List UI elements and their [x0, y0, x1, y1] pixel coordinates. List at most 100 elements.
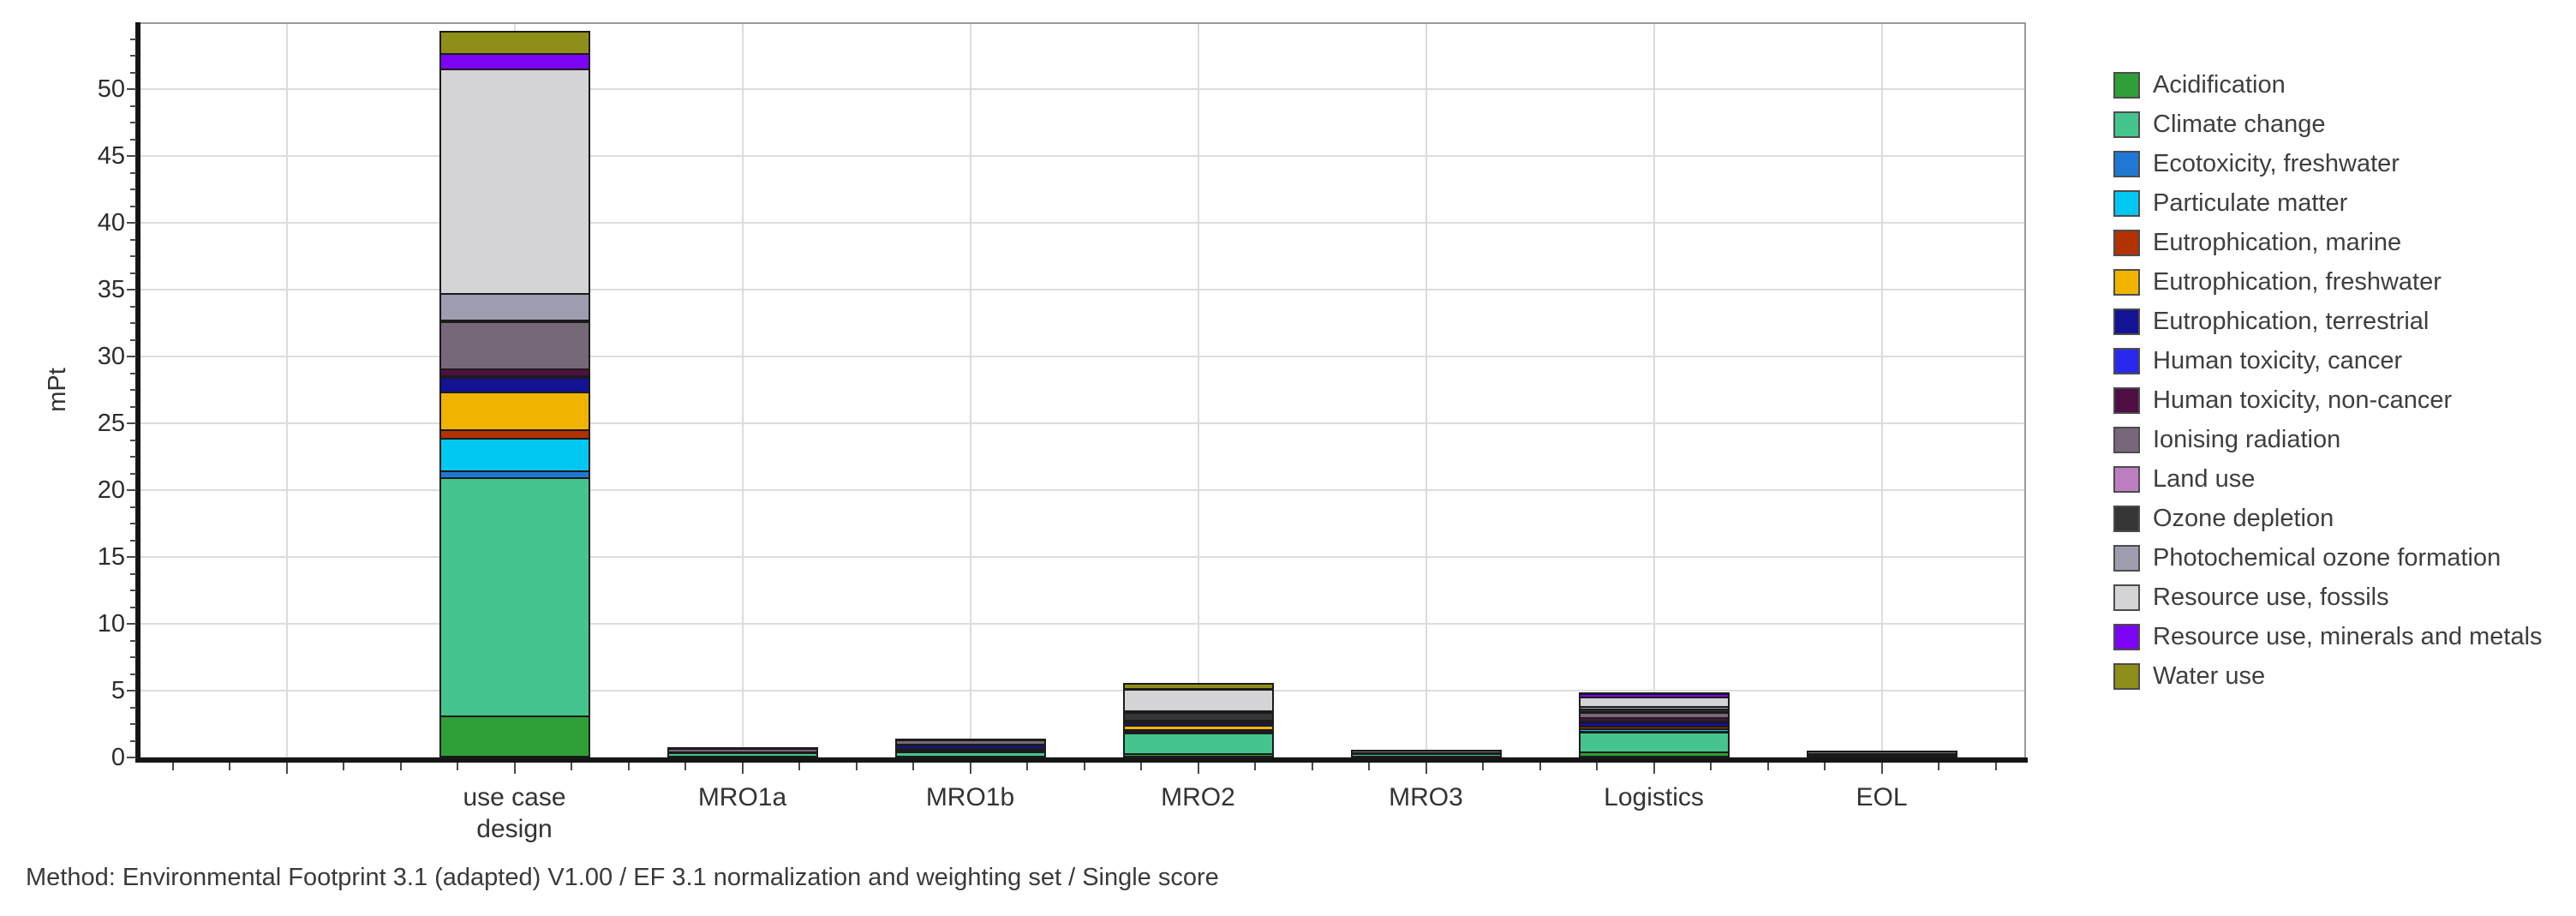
y-minor-tick	[130, 439, 136, 441]
y-major-tick	[127, 155, 136, 157]
x-gridline	[1880, 22, 1883, 757]
bar-segment	[439, 69, 590, 294]
bar-segment	[1122, 684, 1274, 690]
bar-segment-border	[666, 751, 818, 754]
legend-item: Land use	[2113, 465, 2543, 493]
y-major-tick	[127, 690, 136, 691]
legend-swatch	[2113, 663, 2140, 690]
y-major-tick	[127, 623, 136, 625]
y-major-tick	[127, 88, 136, 90]
y-tick-label: 5	[111, 677, 125, 704]
x-minor-tick	[1596, 763, 1598, 770]
x-category-label: MRO2	[1161, 783, 1235, 811]
x-gridline	[1425, 22, 1427, 757]
legend-label: Human toxicity, cancer	[2153, 347, 2403, 374]
bar-bottom-border	[1578, 756, 1730, 757]
legend-swatch	[2113, 190, 2140, 217]
legend-swatch	[2113, 269, 2140, 296]
y-gridline	[140, 155, 2026, 157]
bar-segment-border	[439, 368, 590, 370]
bar-segment-border	[439, 428, 590, 431]
x-category-label: MRO1b	[925, 783, 1015, 811]
bar-segment-border	[894, 751, 1046, 753]
bar-segment	[1806, 751, 1957, 755]
y-gridline	[140, 489, 2026, 491]
y-minor-tick	[130, 723, 136, 725]
bar-segment-border	[1122, 719, 1274, 721]
legend-swatch	[2113, 545, 2140, 572]
bar-segment	[1122, 730, 1274, 733]
bar-segment-border	[439, 715, 590, 717]
x-category-label: use case design	[463, 783, 566, 843]
bar-segment-border	[1122, 710, 1274, 713]
y-gridline	[140, 356, 2026, 357]
y-minor-tick	[130, 739, 136, 742]
bar-segment	[894, 751, 1046, 757]
bar-segment-border	[439, 320, 590, 323]
bar-segment-border	[1806, 753, 1957, 756]
y-gridline	[140, 222, 2026, 224]
bar-segment-border	[1578, 751, 1730, 753]
y-minor-tick	[130, 706, 136, 709]
y-gridline	[140, 556, 2026, 558]
legend: Acidification Climate change Ecotoxicity, …	[2113, 71, 2543, 703]
bar-segment-border	[1122, 683, 1274, 686]
bar-segment	[1122, 723, 1274, 727]
legend-label: Resource use, minerals and metals	[2153, 623, 2543, 650]
bar-segment-border	[894, 747, 1046, 750]
x-minor-tick	[1482, 763, 1484, 770]
x-minor-tick	[171, 763, 174, 770]
bar-segment	[439, 293, 590, 320]
y-tick-label: 40	[97, 209, 125, 236]
bar-segment-border	[1578, 696, 1730, 698]
y-tick-label: 10	[97, 610, 125, 638]
bar-segment	[1122, 726, 1274, 731]
x-minor-tick	[798, 763, 800, 770]
bar-segment-border	[1578, 730, 1730, 733]
legend-swatch	[2113, 584, 2140, 611]
x-minor-tick	[1311, 763, 1313, 770]
x-minor-tick	[1539, 763, 1541, 770]
y-major-tick	[127, 489, 136, 491]
legend-label: Eutrophication, freshwater	[2153, 268, 2442, 296]
bar-segment-border	[1578, 732, 1730, 734]
bar-segment	[1350, 751, 1502, 754]
bar-segment-border	[1122, 725, 1274, 727]
legend-item: Eutrophication, freshwater	[2113, 268, 2543, 296]
x-gridline	[1197, 22, 1199, 757]
y-major-tick	[127, 289, 136, 290]
bar-bottom-border	[1350, 756, 1502, 757]
x-minor-tick	[1994, 763, 1997, 770]
y-tick-label: 20	[97, 476, 125, 504]
x-axis-line	[135, 757, 2028, 763]
x-minor-tick	[1140, 763, 1142, 770]
bar-segment-border	[1578, 711, 1730, 714]
bar-right-border	[1271, 683, 1274, 757]
plot-border-right	[2024, 22, 2026, 757]
x-minor-tick	[1710, 763, 1712, 770]
bar-segment	[1578, 693, 1730, 697]
y-minor-tick	[130, 405, 136, 408]
legend-label: Ionising radiation	[2153, 426, 2341, 453]
bar-segment	[1122, 690, 1274, 712]
bar-segment	[1578, 733, 1730, 752]
x-minor-tick	[627, 763, 630, 770]
y-minor-tick	[130, 71, 136, 74]
bar-segment	[1350, 753, 1502, 757]
y-minor-tick	[130, 590, 136, 591]
bar-segment	[1122, 712, 1274, 721]
bar-segment-border	[1122, 721, 1274, 724]
bar-segment	[1578, 722, 1730, 727]
bar-segment	[666, 748, 818, 753]
legend-label: Climate change	[2153, 111, 2326, 138]
bar-segment-border	[439, 392, 590, 394]
bar-segment-border	[439, 68, 590, 70]
bar-bottom-border	[666, 756, 818, 757]
bar-bottom-border	[439, 756, 590, 757]
x-category-label: Logistics	[1604, 783, 1704, 811]
bar-segment	[439, 31, 590, 55]
legend-label: Resource use, fossils	[2153, 584, 2389, 611]
legend-label: Photochemical ozone formation	[2153, 544, 2501, 572]
y-minor-tick	[130, 205, 136, 207]
bar-segment	[894, 745, 1046, 749]
